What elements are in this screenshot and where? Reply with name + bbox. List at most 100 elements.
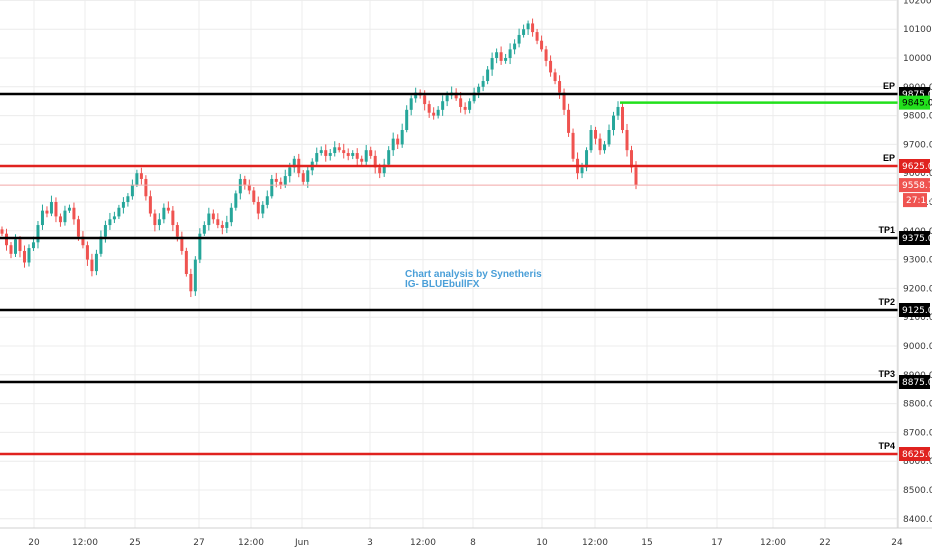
candle-body	[243, 178, 247, 185]
candle-body	[153, 213, 157, 226]
candle-body	[535, 32, 539, 41]
candle-body	[472, 92, 476, 102]
candle-body	[247, 184, 251, 191]
candle-body	[0, 229, 4, 234]
candle-body	[486, 69, 490, 82]
time-tick-label: 12:00	[760, 538, 786, 548]
candle-body	[85, 245, 89, 260]
candle-body	[562, 92, 566, 110]
candle-body	[117, 207, 121, 217]
candle-body	[315, 153, 319, 162]
candle-body	[369, 150, 373, 156]
candle-body	[607, 130, 611, 145]
candle-body	[175, 225, 179, 237]
candle-body	[148, 196, 152, 214]
candle-body	[454, 92, 458, 99]
price-tick-label: 9100.0	[903, 313, 932, 323]
candle-body	[22, 250, 26, 263]
candle-body	[391, 138, 395, 151]
candle-body	[549, 60, 553, 73]
price-tick-label: 9200.0	[903, 284, 932, 294]
candle-body	[279, 181, 283, 185]
candle-body	[405, 109, 409, 130]
price-tick-label: 9600.0	[903, 169, 932, 179]
annotation-line-2: IG- BLUEbullFX	[405, 279, 480, 290]
time-tick-label: 3	[367, 538, 373, 548]
horizontal-levels[interactable]: EP EP TP1 TP2 TP3 TP4	[0, 81, 898, 456]
candle-body	[72, 207, 76, 220]
price-tick-label: 10000.0	[903, 54, 932, 64]
candle-body	[94, 253, 98, 272]
candle-body	[90, 259, 94, 272]
countdown-badge	[903, 193, 927, 208]
price-tick-label: 8800.0	[903, 400, 932, 410]
candle-body	[193, 259, 197, 292]
candle-body	[373, 155, 377, 168]
candle-body	[31, 242, 35, 249]
candle-body	[202, 225, 206, 234]
current-price-text: 9558.7	[902, 181, 932, 191]
level-price-text: 9875.0	[902, 90, 932, 100]
candle-body	[198, 233, 202, 260]
price-tick-label: 10100.0	[903, 25, 932, 35]
candle-body	[400, 130, 404, 145]
candle-body	[166, 207, 170, 211]
price-tick-label: 8400.0	[903, 515, 932, 525]
candle-body	[337, 147, 341, 151]
candle-body	[324, 150, 328, 156]
level-label: EP	[883, 153, 895, 163]
price-tick-label: 8700.0	[903, 428, 932, 438]
candle-body	[612, 115, 616, 130]
candle-body	[634, 167, 638, 186]
time-tick-label: 12:00	[238, 538, 264, 548]
candle-body	[157, 219, 161, 226]
candle-body	[162, 207, 166, 220]
price-badges: 9875.0 9625.0 9375.0 9125.0 8875.0 8625.0 9845…	[899, 87, 932, 461]
level-price-badge	[899, 159, 930, 173]
level-price-text: 8875.0	[902, 378, 932, 388]
time-axis[interactable]: 20 12:00 25 27 12:00 Jun 3 12:00 8 10 12:00 15 17 12:…	[28, 538, 903, 548]
candle-body	[144, 178, 148, 197]
price-tick-label: 8500.0	[903, 486, 932, 496]
candles	[0, 18, 638, 298]
candle-body	[580, 167, 584, 174]
candle-body	[274, 178, 278, 182]
level-price-badge	[899, 447, 930, 461]
candle-body	[621, 106, 625, 130]
candle-body	[427, 104, 431, 113]
candle-body	[211, 213, 215, 220]
candle-body	[495, 52, 499, 58]
candle-body	[54, 202, 58, 217]
grid	[0, 0, 898, 528]
candle-body	[481, 81, 485, 87]
candle-body	[585, 150, 589, 168]
level-price-text: 9625.0	[902, 162, 932, 172]
level-price-text: 9375.0	[902, 234, 932, 244]
time-tick-label: Jun	[294, 538, 309, 548]
candle-body	[531, 23, 535, 33]
candle-body	[4, 233, 8, 246]
candle-body	[18, 239, 22, 251]
candle-body	[544, 49, 548, 61]
time-tick-label: 20	[28, 538, 40, 548]
candle-body	[180, 236, 184, 251]
candle-body	[517, 34, 521, 44]
candle-body	[382, 164, 386, 174]
green-price-text: 9845.0	[902, 99, 932, 109]
level-label: TP4	[878, 441, 895, 451]
candle-body	[36, 225, 40, 243]
candle-body	[598, 138, 602, 151]
candle-body	[414, 92, 418, 99]
candle-body	[625, 130, 629, 151]
candle-body	[513, 43, 517, 50]
candle-body	[216, 219, 220, 226]
candle-body	[171, 210, 175, 226]
annotation-line-1: Chart analysis by Synetheris	[405, 269, 542, 280]
candle-body	[234, 193, 238, 208]
candle-body	[396, 138, 400, 145]
candle-body	[333, 147, 337, 154]
candle-body	[355, 153, 359, 159]
candle-body	[526, 23, 530, 30]
time-tick-label: 12:00	[410, 538, 436, 548]
